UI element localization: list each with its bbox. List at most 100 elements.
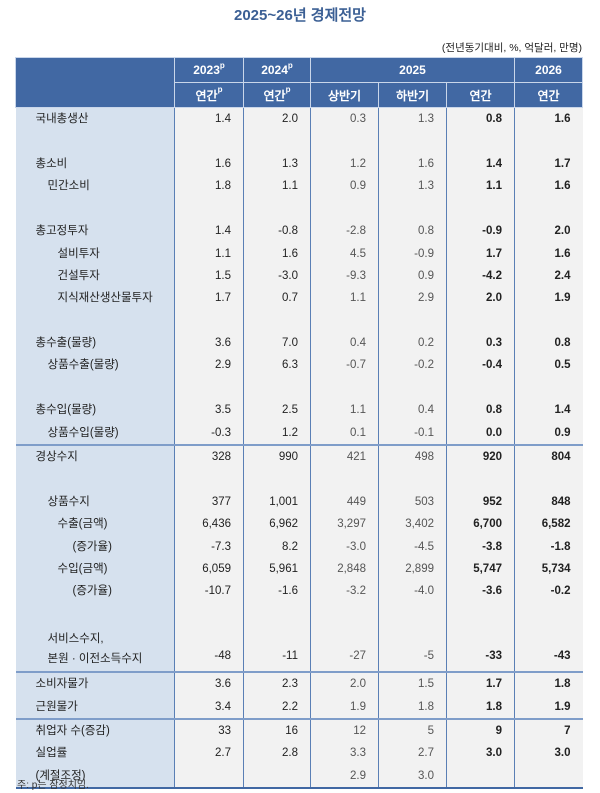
value-cell: 990 — [243, 443, 311, 469]
value-cell: 1.7 — [446, 670, 515, 696]
value-cell: -4.2 — [446, 264, 515, 288]
value-cell: 0.3 — [446, 331, 515, 355]
row-label: 소비자물가 — [15, 670, 175, 696]
value-cell: 1.9 — [514, 287, 583, 310]
table-row: 건설투자 1.5 -3.0 -9.3 0.9 -4.2 2.4 — [15, 264, 583, 288]
value-cell: 3,402 — [378, 513, 447, 536]
value-cell: 1.1 — [174, 242, 244, 265]
value-cell: 2.0 — [514, 219, 583, 243]
economic-outlook-table: 2023p 2024p 2025 2026 연간p 연간p 상반기 하반기 연간… — [15, 57, 583, 789]
value-cell — [174, 468, 244, 491]
value-cell: 1.3 — [378, 175, 447, 198]
value-cell — [378, 130, 447, 153]
value-cell — [514, 197, 583, 220]
value-cell: -5 — [378, 624, 447, 672]
value-cell: 421 — [310, 443, 379, 469]
value-cell: -3.2 — [310, 580, 379, 603]
value-cell: -0.4 — [446, 354, 515, 377]
value-cell: 498 — [378, 443, 447, 469]
value-cell: -10.7 — [174, 580, 244, 603]
row-label — [15, 197, 175, 220]
value-cell: 1.7 — [514, 152, 583, 176]
table-row: 서비스수지, 본원 · 이전소득수지 -48 -11 -27 -5 -33 -43 — [15, 624, 583, 672]
row-label: 취업자 수(증감) — [15, 717, 175, 743]
header-period: 하반기 — [378, 82, 447, 108]
value-cell: -43 — [514, 624, 583, 672]
value-cell: 1.1 — [310, 287, 379, 310]
unit-note: (전년동기대비, %, 억달러, 만명) — [441, 42, 582, 54]
header-row-periods: 연간p 연간p 상반기 하반기 연간 연간 — [16, 82, 583, 108]
value-cell: 5 — [378, 717, 447, 743]
header-year-2024: 2024p — [243, 57, 311, 83]
value-cell: 1.9 — [310, 695, 379, 719]
value-cell: 7 — [514, 717, 583, 743]
value-cell — [446, 197, 515, 220]
value-cell: 1.3 — [243, 152, 311, 176]
value-cell: 1.6 — [514, 242, 583, 265]
value-cell: 848 — [514, 490, 583, 514]
table-row: 경상수지 328 990 421 498 920 804 — [15, 443, 583, 469]
row-label: 수출(금액) — [15, 513, 175, 536]
value-cell: 3.5 — [174, 399, 244, 422]
value-cell: 328 — [174, 443, 244, 469]
value-cell — [378, 309, 447, 332]
value-cell: -0.8 — [243, 219, 311, 243]
row-label: (증가율) — [15, 535, 175, 558]
value-cell: 952 — [446, 490, 515, 514]
value-cell: 3.0 — [378, 764, 447, 789]
value-cell: 1.6 — [243, 242, 311, 265]
value-cell: 2.2 — [243, 695, 311, 719]
value-cell: -3.0 — [243, 264, 311, 288]
value-cell — [243, 602, 311, 625]
value-cell: 1.1 — [310, 399, 379, 422]
row-label: 상품수입(물량) — [15, 421, 175, 445]
value-cell: 804 — [514, 443, 583, 469]
value-cell: -3.0 — [310, 535, 379, 558]
header-year-2026: 2026 — [514, 57, 583, 83]
value-cell — [446, 309, 515, 332]
value-cell: 0.9 — [514, 421, 583, 445]
value-cell: -0.1 — [378, 421, 447, 445]
value-cell: 6,700 — [446, 513, 515, 536]
value-cell: -1.6 — [243, 580, 311, 603]
value-cell: 1.8 — [514, 670, 583, 696]
value-cell: -4.0 — [378, 580, 447, 603]
value-cell: 0.5 — [514, 354, 583, 377]
value-cell: 1.4 — [446, 152, 515, 176]
row-label: 총고정투자 — [15, 219, 175, 243]
value-cell — [174, 764, 244, 789]
value-cell: 0.8 — [514, 331, 583, 355]
value-cell: 2.0 — [310, 670, 379, 696]
table-row: 상품수입(물량) -0.3 1.2 0.1 -0.1 0.0 0.9 — [15, 421, 583, 445]
value-cell: 2.3 — [243, 670, 311, 696]
row-label: 서비스수지, 본원 · 이전소득수지 — [15, 624, 175, 672]
value-cell — [243, 130, 311, 153]
value-cell: 3.4 — [174, 695, 244, 719]
value-cell: 7.0 — [243, 331, 311, 355]
row-label-line2: 본원 · 이전소득수지 — [47, 652, 143, 665]
value-cell: -0.3 — [174, 421, 244, 445]
header-year-2025: 2025 — [310, 57, 515, 83]
value-cell: 0.9 — [378, 264, 447, 288]
value-cell — [446, 130, 515, 153]
value-cell: 6.3 — [243, 354, 311, 377]
value-cell: 0.8 — [446, 107, 515, 131]
value-cell: 2,848 — [310, 557, 379, 581]
value-cell: 1.2 — [243, 421, 311, 445]
value-cell: 6,582 — [514, 513, 583, 536]
value-cell — [514, 764, 583, 789]
value-cell: 5,734 — [514, 557, 583, 581]
value-cell: 0.8 — [378, 219, 447, 243]
table-header: 2023p 2024p 2025 2026 연간p 연간p 상반기 하반기 연간… — [15, 57, 583, 108]
value-cell: 920 — [446, 443, 515, 469]
table-row: 총소비 1.6 1.3 1.2 1.6 1.4 1.7 — [15, 152, 583, 176]
value-cell: 0.3 — [310, 107, 379, 131]
table-row: 상품수출(물량) 2.9 6.3 -0.7 -0.2 -0.4 0.5 — [15, 354, 583, 377]
provisional-mark: p — [287, 61, 293, 70]
value-cell: -1.8 — [514, 535, 583, 558]
row-label — [15, 602, 175, 625]
value-cell: -0.9 — [378, 242, 447, 265]
table-row: 근원물가 3.4 2.2 1.9 1.8 1.8 1.9 — [15, 695, 583, 719]
row-label: 상품수지 — [15, 490, 175, 514]
value-cell: 503 — [378, 490, 447, 514]
